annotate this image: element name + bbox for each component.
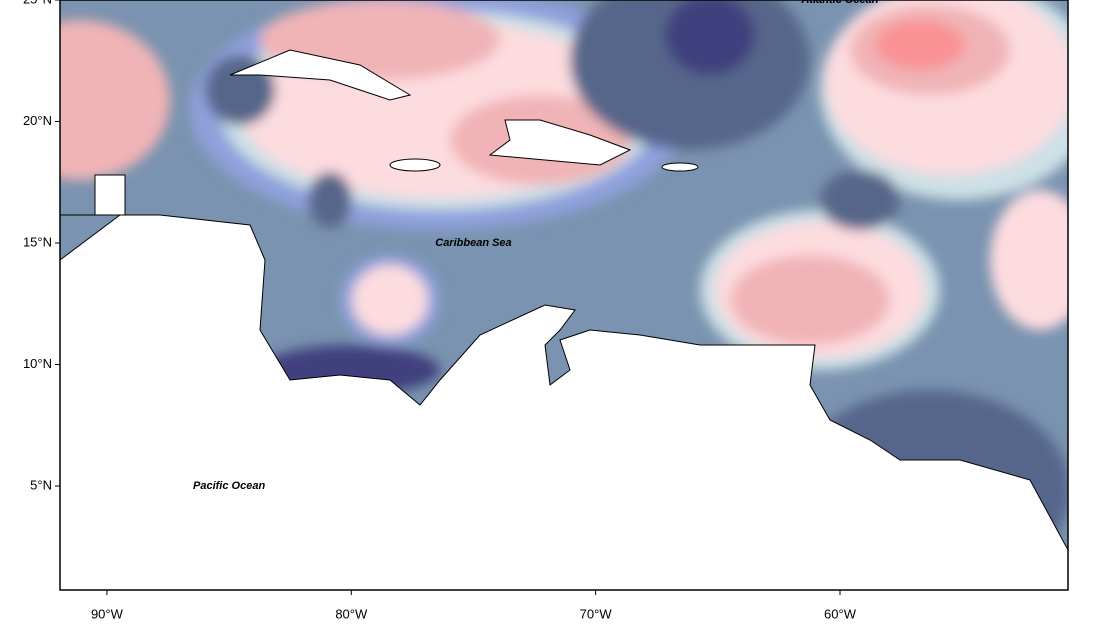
x-tick-label: 80°W	[335, 606, 368, 621]
y-tick-label: 5°N	[30, 477, 52, 492]
x-tick-label: 70°W	[580, 606, 613, 621]
place-label: Caribbean Sea	[435, 237, 511, 249]
puerto-rico	[661, 162, 699, 172]
place-label: Atlantic Ocean	[800, 0, 878, 6]
field	[60, 0, 1068, 590]
x-tick-label: 60°W	[824, 606, 857, 621]
y-tick-label: 25°N	[23, 0, 52, 6]
frame	[59, 0, 1069, 591]
yucatan	[60, 174, 126, 216]
y-tick-label: 10°N	[23, 356, 52, 371]
place-label: Pacific Ocean	[193, 480, 265, 492]
mainland	[60, 214, 1068, 590]
cuba	[229, 49, 412, 101]
x-tick-label: 90°W	[91, 606, 124, 621]
y-tick-label: 20°N	[23, 113, 52, 128]
y-tick-label: 15°N	[23, 234, 52, 249]
jamaica	[389, 158, 441, 172]
hispaniola	[488, 119, 632, 166]
